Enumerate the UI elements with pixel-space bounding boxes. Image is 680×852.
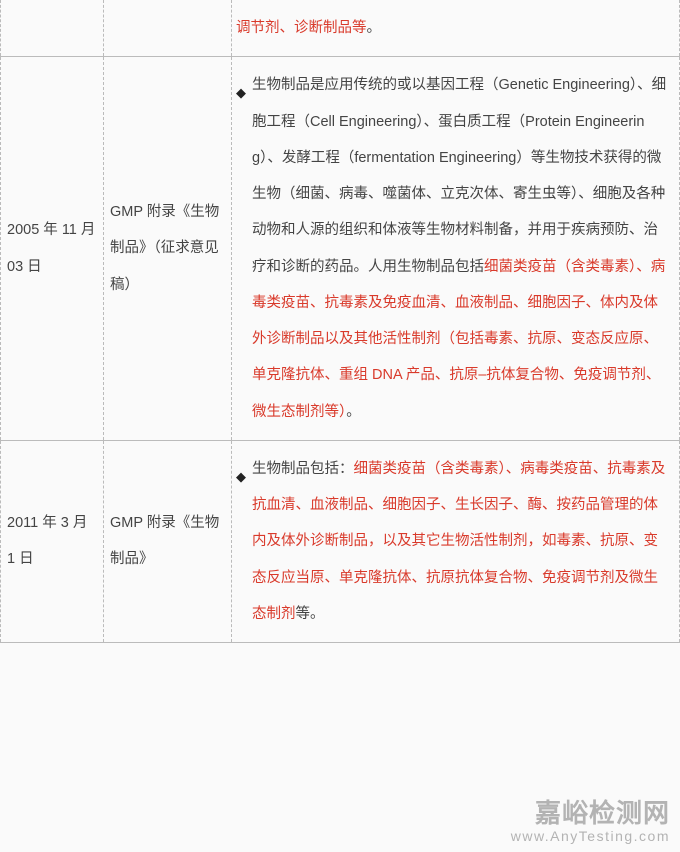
content-suffix: 。 [346,404,361,420]
content-cell: ◆生物制品是应用传统的或以基因工程（Genetic Engineering）、细… [232,57,680,441]
content-text: 调节剂、诊断制品等。 [236,10,669,46]
content-prefix: 生物制品包括： [252,461,354,477]
content-cell: 调节剂、诊断制品等。 [232,0,680,57]
bullet-diamond-icon: ◆ [236,77,246,110]
date-cell: 2005 年 11 月 03 日 [1,57,104,441]
date-cell [1,0,104,57]
content-text: 生物制品是应用传统的或以基因工程（Genetic Engineering）、细胞… [252,67,669,430]
date-cell: 2011 年 3 月 1 日 [1,440,104,642]
regulation-table: 调节剂、诊断制品等。2005 年 11 月 03 日GMP 附录《生物制品》（征… [0,0,680,643]
document-cell: GMP 附录《生物制品》（征求意见稿） [104,57,232,441]
content-highlight: 细菌类疫苗（含类毒素）、病毒类疫苗、抗毒素及抗血清、血液制品、细胞因子、生长因子… [252,461,665,622]
watermark-en: www.AnyTesting.com [511,828,670,844]
content-text: 生物制品包括：细菌类疫苗（含类毒素）、病毒类疫苗、抗毒素及抗血清、血液制品、细胞… [252,451,669,632]
content-cell: ◆生物制品包括：细菌类疫苗（含类毒素）、病毒类疫苗、抗毒素及抗血清、血液制品、细… [232,440,680,642]
bullet-diamond-icon: ◆ [236,461,246,494]
content-suffix: 等。 [296,606,325,622]
document-cell: GMP 附录《生物制品》 [104,440,232,642]
watermark: 嘉峪检测网 www.AnyTesting.com [511,793,670,844]
watermark-cn: 嘉峪检测网 [511,793,670,830]
content-highlight: 细菌类疫苗（含类毒素）、病毒类疫苗、抗毒素及免疫血清、血液制品、细胞因子、体内及… [252,259,665,420]
content-highlight: 调节剂、诊断制品等 [236,20,367,36]
content-suffix: 。 [367,20,382,36]
content-prefix: 生物制品是应用传统的或以基因工程（Genetic Engineering）、细胞… [252,77,666,274]
document-cell [104,0,232,57]
